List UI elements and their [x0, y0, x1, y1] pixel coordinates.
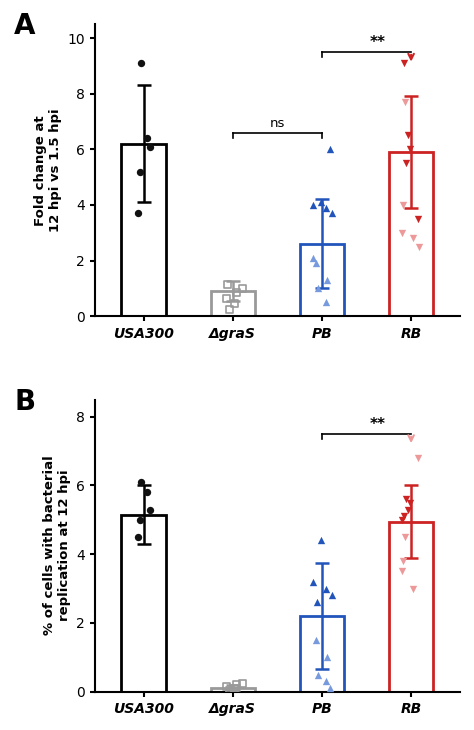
- Point: [402, 158, 410, 169]
- Bar: [389, 521, 433, 692]
- Point: [327, 144, 334, 155]
- Point: [414, 213, 422, 225]
- Point: [317, 196, 325, 208]
- Point: [134, 531, 142, 543]
- Point: [146, 504, 154, 515]
- Bar: [210, 291, 255, 316]
- Point: [400, 57, 408, 69]
- Bar: [210, 688, 255, 692]
- Point: [404, 504, 411, 515]
- Point: [222, 680, 230, 692]
- Point: [238, 677, 246, 689]
- Point: [233, 679, 240, 691]
- Y-axis label: % of cells with bacterial
replication at 12 hpi: % of cells with bacterial replication at…: [43, 456, 71, 636]
- Point: [400, 199, 407, 211]
- Point: [314, 669, 322, 680]
- Bar: [389, 152, 433, 316]
- Point: [402, 493, 410, 505]
- Bar: [121, 144, 166, 316]
- Point: [231, 298, 239, 310]
- Point: [312, 634, 320, 646]
- Point: [323, 651, 331, 663]
- Point: [415, 241, 422, 253]
- Point: [407, 497, 414, 509]
- Point: [401, 531, 408, 543]
- Point: [400, 510, 408, 522]
- Point: [398, 514, 406, 526]
- Point: [322, 583, 329, 594]
- Point: [136, 514, 144, 526]
- Point: [317, 534, 325, 546]
- Point: [144, 132, 151, 144]
- Point: [136, 166, 144, 177]
- Point: [226, 684, 233, 696]
- Point: [238, 283, 246, 294]
- Text: A: A: [14, 12, 36, 40]
- Point: [399, 227, 406, 239]
- Point: [322, 202, 329, 214]
- Point: [137, 476, 145, 488]
- Point: [313, 596, 320, 608]
- Point: [322, 296, 330, 308]
- Point: [146, 141, 154, 153]
- Point: [328, 590, 336, 602]
- Bar: [300, 244, 344, 316]
- Point: [309, 252, 317, 264]
- Text: **: **: [370, 417, 386, 432]
- Bar: [300, 616, 344, 692]
- Point: [222, 292, 230, 304]
- Point: [400, 556, 407, 567]
- Point: [226, 304, 233, 315]
- Point: [310, 576, 317, 588]
- Text: **: **: [370, 35, 386, 50]
- Point: [312, 258, 320, 269]
- Point: [224, 278, 231, 290]
- Bar: [121, 515, 166, 692]
- Point: [310, 199, 317, 211]
- Point: [231, 683, 239, 694]
- Text: ns: ns: [270, 118, 285, 131]
- Point: [414, 452, 422, 464]
- Text: B: B: [14, 388, 36, 416]
- Point: [137, 57, 145, 69]
- Point: [407, 144, 414, 155]
- Point: [323, 274, 331, 286]
- Point: [410, 583, 417, 594]
- Point: [134, 207, 142, 219]
- Point: [401, 96, 408, 108]
- Point: [322, 675, 330, 687]
- Point: [144, 486, 151, 498]
- Point: [327, 683, 334, 694]
- Y-axis label: Fold change at
12 hpi vs 1.5 hpi: Fold change at 12 hpi vs 1.5 hpi: [34, 108, 62, 232]
- Point: [404, 129, 411, 141]
- Point: [233, 287, 240, 299]
- Point: [410, 233, 417, 245]
- Point: [314, 283, 322, 294]
- Point: [399, 566, 406, 577]
- Point: [328, 207, 336, 219]
